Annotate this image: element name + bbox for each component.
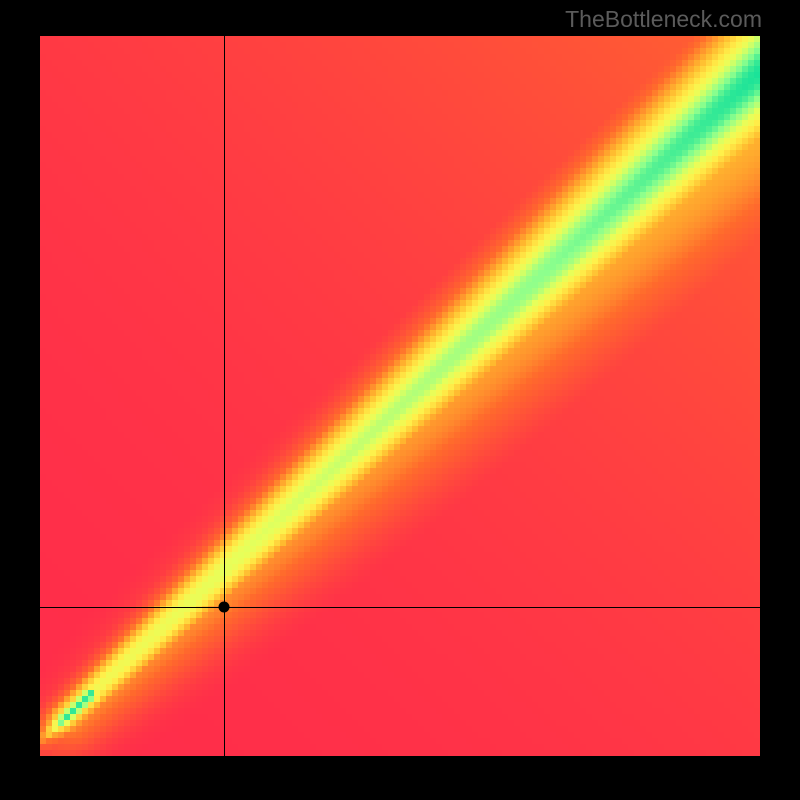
crosshair-horizontal — [40, 607, 760, 608]
plot-area — [40, 36, 760, 756]
crosshair-vertical — [224, 36, 225, 756]
heatmap-canvas — [40, 36, 760, 756]
data-point-marker — [218, 601, 229, 612]
chart-container: TheBottleneck.com — [0, 0, 800, 800]
watermark-text: TheBottleneck.com — [565, 6, 762, 33]
